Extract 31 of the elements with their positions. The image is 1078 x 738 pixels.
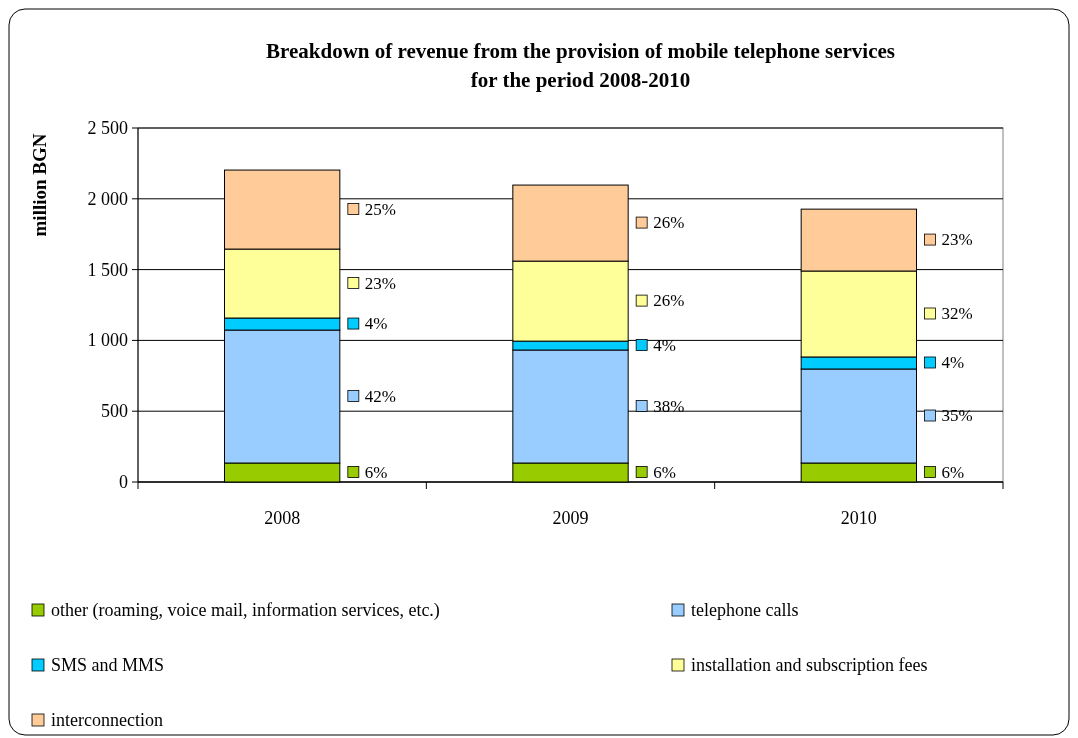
legend-label: SMS and MMS xyxy=(51,655,165,675)
annotation: 42% xyxy=(364,386,397,406)
legend-label: interconnection xyxy=(51,710,163,730)
legend-label: other (roaming, voice mail, information services, etc.) xyxy=(51,600,440,621)
y-tick-label: 1 500 xyxy=(87,259,128,280)
annotation: 6% xyxy=(364,462,388,482)
x-tick-label: 2010 xyxy=(840,508,877,528)
annotation: 6% xyxy=(941,462,965,482)
x-tick-label: 2009 xyxy=(552,508,589,528)
legend-label: telephone calls xyxy=(691,600,799,620)
annotation: 4% xyxy=(653,335,676,355)
annotation: 32% xyxy=(941,303,973,323)
annotation: 4% xyxy=(941,352,965,372)
annotation: 35% xyxy=(941,406,973,426)
annotation: 26% xyxy=(653,291,685,311)
y-tick-label: 1 000 xyxy=(87,330,128,351)
annotation: 23% xyxy=(364,273,397,293)
annotation: 4% xyxy=(364,314,388,334)
y-tick-label: 2 500 xyxy=(87,118,128,138)
chart-title: Breakdown of revenue from the provision of mobile telephone services for the period 2008-2010 xyxy=(266,39,895,92)
legend-label: installation and subscription fees xyxy=(691,655,928,675)
annotation: 6% xyxy=(653,462,676,482)
annotation: 23% xyxy=(941,230,973,250)
y-tick-label: 500 xyxy=(101,401,128,422)
annotation: 38% xyxy=(653,396,685,416)
x-tick-label: 2008 xyxy=(264,508,301,528)
annotation: 25% xyxy=(364,199,397,219)
annotation: 26% xyxy=(653,213,685,233)
y-tick-label: 0 xyxy=(119,472,128,492)
y-axis-title: million BGN xyxy=(29,133,50,237)
y-tick-label: 2 000 xyxy=(87,188,128,209)
